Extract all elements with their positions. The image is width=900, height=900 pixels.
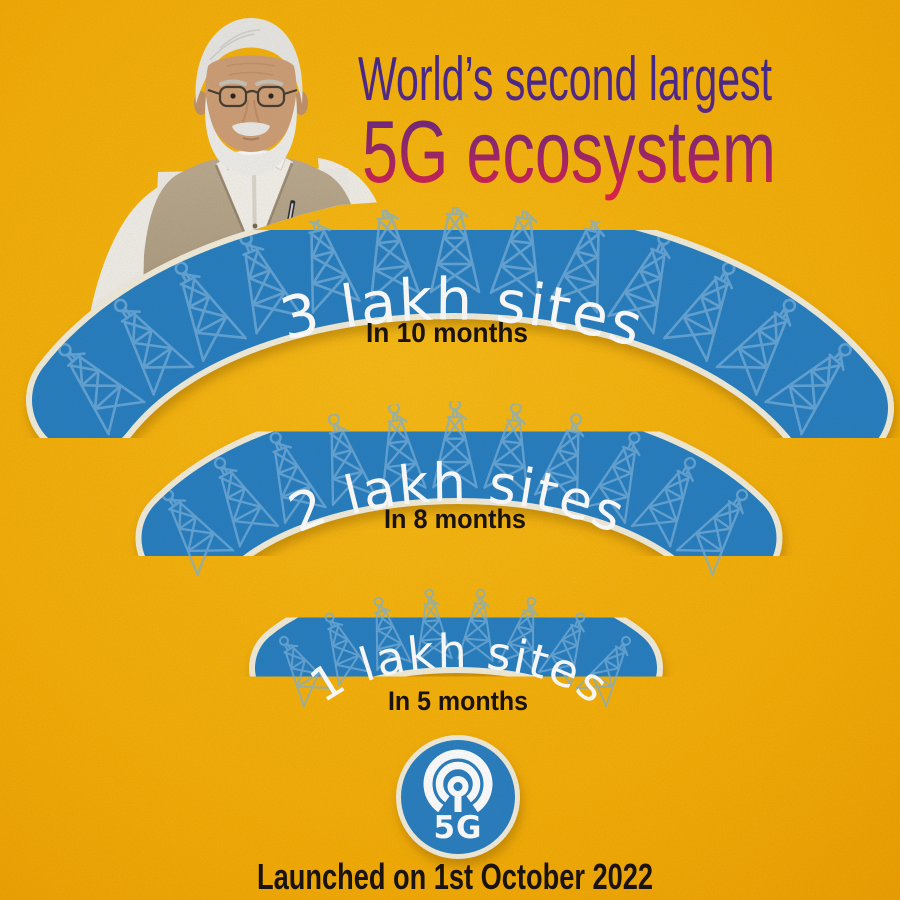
- infographic-canvas: World’s second largest 5G ecosystem: [0, 0, 900, 900]
- paper-texture-overlay: [0, 0, 900, 900]
